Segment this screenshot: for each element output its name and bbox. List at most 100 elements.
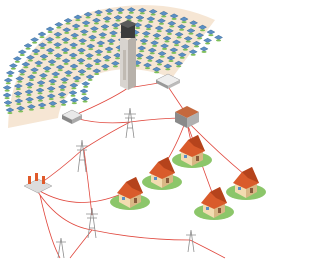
heliostat-base: [168, 60, 173, 62]
heliostat-base: [176, 65, 181, 67]
heliostat-base: [167, 33, 172, 35]
heliostat-base: [86, 68, 91, 70]
heliostat-base: [174, 44, 179, 46]
heliostat-base: [74, 80, 79, 82]
heliostat-base: [191, 25, 196, 27]
heliostat-base: [27, 86, 32, 88]
window: [184, 155, 187, 158]
heliostat-base: [45, 70, 50, 72]
heliostat-base: [129, 12, 134, 14]
heliostat-base: [75, 19, 80, 21]
door: [166, 178, 169, 183]
heliostat-base: [84, 25, 89, 27]
heliostat-base: [5, 97, 10, 99]
heliostat-base: [60, 96, 65, 98]
heliostat-base: [20, 54, 25, 56]
solar-power-illustration: [0, 0, 267, 260]
heliostat-base: [100, 37, 105, 39]
heliostat-base: [147, 60, 152, 62]
heliostat-base: [62, 82, 67, 84]
heliostat-base: [172, 18, 177, 20]
heliostat-base: [96, 14, 101, 16]
heliostat-base: [152, 45, 157, 47]
heliostat-base: [113, 27, 118, 29]
door: [250, 188, 253, 193]
heliostat-base: [216, 39, 221, 41]
heliostat-base: [86, 16, 91, 18]
heliostat-base: [144, 35, 149, 37]
heliostat-base: [140, 12, 145, 14]
heliostat-base: [137, 57, 142, 59]
heliostat-base: [103, 68, 108, 70]
heliostat-base: [208, 34, 213, 36]
heliostat-base: [48, 31, 53, 33]
door: [196, 156, 199, 161]
heliostat-base: [71, 87, 76, 89]
heliostat-base: [26, 48, 31, 50]
heliostat-base: [83, 86, 88, 88]
window: [122, 197, 125, 200]
heliostat-base: [113, 65, 118, 67]
heliostat-base: [182, 21, 187, 23]
heliostat-base: [116, 20, 121, 22]
heliostat-base: [27, 101, 32, 103]
heliostat-base: [5, 90, 10, 92]
heliostat-base: [115, 57, 120, 59]
heliostat-base: [18, 110, 23, 112]
heliostat-base: [159, 23, 164, 25]
heliostat-base: [82, 34, 87, 36]
heliostat-base: [197, 37, 202, 39]
heliostat-base: [105, 21, 110, 23]
heliostat-base: [6, 82, 11, 84]
heliostat-base: [63, 42, 68, 44]
heliostat-base: [56, 27, 61, 29]
heliostat-base: [38, 100, 43, 102]
heliostat-base: [157, 30, 162, 32]
heliostat-base: [88, 79, 93, 81]
heliostat-base: [66, 23, 71, 25]
heliostat-base: [64, 63, 69, 65]
heliostat-base: [191, 54, 196, 56]
heliostat-base: [71, 95, 76, 97]
heliostat-base: [183, 49, 188, 51]
heliostat-base: [118, 12, 123, 14]
heliostat-base: [63, 52, 68, 54]
heliostat-base: [72, 37, 77, 39]
heliostat-base: [202, 51, 207, 53]
heliostat-base: [11, 68, 16, 70]
heliostat-base: [157, 63, 162, 65]
heliostat-base: [64, 32, 69, 34]
heliostat-base: [180, 57, 185, 59]
heliostat-base: [79, 62, 84, 64]
heliostat-base: [29, 109, 34, 111]
heliostat-base: [107, 51, 112, 53]
heliostat-base: [55, 47, 60, 49]
heliostat-base: [40, 107, 45, 109]
heliostat-base: [141, 43, 146, 45]
heliostat-base: [79, 52, 84, 54]
heliostat-base: [72, 102, 77, 104]
heliostat-base: [79, 74, 84, 76]
heliostat-base: [36, 65, 41, 67]
heliostat-base: [150, 52, 155, 54]
heliostat-base: [33, 53, 38, 55]
heliostat-base: [7, 112, 12, 114]
heliostat-base: [16, 88, 21, 90]
heliostat-base: [111, 35, 116, 37]
window: [206, 207, 209, 210]
heliostat-base: [48, 52, 53, 54]
heliostat-base: [109, 43, 114, 45]
heliostat-base: [160, 56, 165, 58]
heliostat-base: [17, 81, 22, 83]
heliostat-base: [165, 68, 170, 70]
heliostat-base: [61, 104, 66, 106]
heliostat-base: [90, 39, 95, 41]
heliostat-base: [50, 83, 55, 85]
heliostat-base: [71, 57, 76, 59]
heliostat-base: [27, 94, 32, 96]
heliostat-base: [55, 36, 60, 38]
window: [238, 187, 241, 190]
heliostat-base: [135, 27, 140, 29]
heliostat-base: [49, 91, 54, 93]
heliostat-base: [38, 92, 43, 94]
